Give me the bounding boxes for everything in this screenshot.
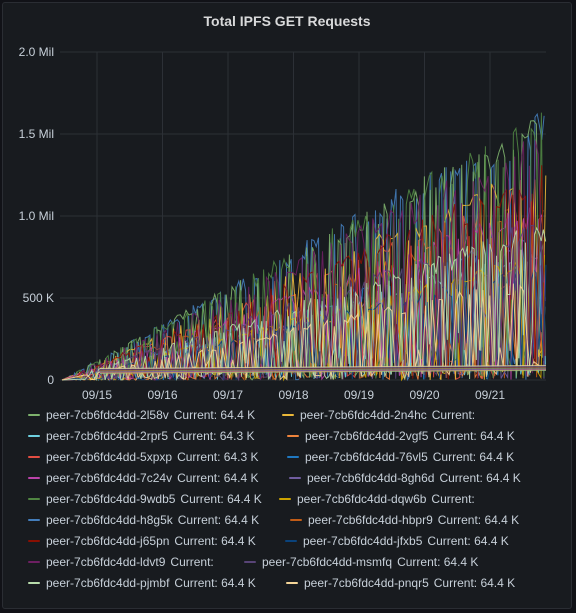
y-tick-label: 0 xyxy=(47,373,54,387)
legend-current-value: Current: 64.3 K xyxy=(173,429,255,443)
legend-swatch xyxy=(28,414,40,416)
legend-swatch xyxy=(290,519,302,521)
x-tick-label: 09/16 xyxy=(147,388,177,400)
legend-label: peer-7cb6fdc4dd-2vgf5 xyxy=(305,429,429,443)
legend-label: peer-7cb6fdc4dd-j65pn xyxy=(46,534,170,548)
y-tick-label: 1.0 Mil xyxy=(19,209,54,223)
x-tick-label: 09/19 xyxy=(344,388,374,400)
legend-current-value: Current: 64.4 K xyxy=(174,576,256,590)
legend-item[interactable]: peer-7cb6fdc4dd-9wdb5 Current: 64.4 K xyxy=(28,490,262,508)
legend-swatch xyxy=(287,435,299,437)
legend-label: peer-7cb6fdc4dd-2n4hc xyxy=(300,408,427,422)
legend-current-value: Current: 64.4 K xyxy=(437,513,520,527)
x-tick-label: 09/15 xyxy=(82,388,112,400)
y-tick-label: 500 K xyxy=(23,291,54,305)
legend-label: peer-7cb6fdc4dd-hbpr9 xyxy=(308,513,433,527)
series-line xyxy=(61,283,544,381)
legend-label: peer-7cb6fdc4dd-pjmbf xyxy=(46,576,170,590)
chart-title: Total IPFS GET Requests xyxy=(203,13,371,29)
legend-current-value: Current: 64.4 K xyxy=(397,555,479,569)
legend-current-value: Current: 64.4 K xyxy=(433,576,516,590)
x-tick-label: 09/20 xyxy=(409,388,439,400)
legend-item[interactable]: peer-7cb6fdc4dd-5xpxp Current: 64.3 K xyxy=(28,448,258,466)
legend-label: peer-7cb6fdc4dd-h8g5k xyxy=(46,513,173,527)
legend-swatch xyxy=(285,540,297,542)
legend-item[interactable]: peer-7cb6fdc4dd-2vgf5 Current: 64.4 K xyxy=(287,427,515,445)
legend-label: peer-7cb6fdc4dd-76vl5 xyxy=(305,450,428,464)
legend-current-value: Current: 64.4 K xyxy=(439,471,521,485)
legend-item[interactable]: peer-7cb6fdc4dd-dqw6b Current: xyxy=(279,490,475,508)
legend-swatch xyxy=(244,561,256,563)
legend-current-value: Current: xyxy=(170,555,214,569)
y-tick-label: 2.0 Mil xyxy=(19,45,54,59)
legend-swatch xyxy=(287,456,299,458)
legend-current-value: Current: xyxy=(431,492,475,506)
series-line xyxy=(61,165,546,381)
legend-item[interactable]: peer-7cb6fdc4dd-j65pn Current: 64.4 K xyxy=(28,532,256,550)
legend-swatch xyxy=(28,477,40,479)
legend-item[interactable]: peer-7cb6fdc4dd-pnqr5 Current: 64.4 K xyxy=(286,574,515,592)
x-tick-label: 09/18 xyxy=(278,388,308,400)
legend-item[interactable]: peer-7cb6fdc4dd-jfxb5 Current: 64.4 K xyxy=(285,532,509,550)
legend-swatch xyxy=(282,414,294,416)
legend-label: peer-7cb6fdc4dd-msmfq xyxy=(262,555,393,569)
legend-item[interactable]: peer-7cb6fdc4dd-hbpr9 Current: 64.4 K xyxy=(290,511,519,529)
plot-area: 0 500 K 1.0 Mil 1.5 Mil 2.0 Mil 09/15 09/16 09/… xyxy=(19,45,547,400)
legend-swatch xyxy=(28,498,40,500)
legend-current-value: Current: 64.4 K xyxy=(177,471,259,485)
legend-label: peer-7cb6fdc4dd-7c24v xyxy=(46,471,173,485)
legend-current-value: Current: 64.4 K xyxy=(177,513,260,527)
legend-swatch xyxy=(289,477,301,479)
legend-swatch xyxy=(28,561,40,563)
legend-item[interactable]: peer-7cb6fdc4dd-76vl5 Current: 64.4 K xyxy=(287,448,514,466)
legend-item[interactable]: peer-7cb6fdc4dd-8gh6d Current: 64.4 K xyxy=(289,469,521,487)
legend-item[interactable]: peer-7cb6fdc4dd-7c24v Current: 64.4 K xyxy=(28,469,258,487)
x-tick-label: 09/21 xyxy=(475,388,505,400)
legend-swatch xyxy=(28,519,40,521)
legend-swatch xyxy=(28,456,40,458)
legend-label: peer-7cb6fdc4dd-2rpr5 xyxy=(46,429,169,443)
legend-current-value: Current: xyxy=(431,408,476,422)
legend-label: peer-7cb6fdc4dd-5xpxp xyxy=(46,450,173,464)
legend-current-value: Current: 64.4 K xyxy=(432,450,515,464)
legend-swatch xyxy=(286,582,298,584)
legend-label: peer-7cb6fdc4dd-dqw6b xyxy=(297,492,427,506)
legend-current-value: Current: 64.4 K xyxy=(174,534,256,548)
legend-swatch xyxy=(28,435,40,437)
legend-item[interactable]: peer-7cb6fdc4dd-2l58v Current: 64.4 K xyxy=(28,406,255,424)
legend-current-value: Current: 64.4 K xyxy=(433,429,515,443)
legend-swatch xyxy=(28,582,40,584)
legend-label: peer-7cb6fdc4dd-2l58v xyxy=(46,408,169,422)
legend-current-value: Current: 64.4 K xyxy=(180,492,262,506)
legend-current-value: Current: 64.3 K xyxy=(177,450,259,464)
legend-label: peer-7cb6fdc4dd-jfxb5 xyxy=(303,534,423,548)
legend-item[interactable]: peer-7cb6fdc4dd-msmfq Current: 64.4 K xyxy=(244,553,478,571)
legend-item[interactable]: peer-7cb6fdc4dd-h8g5k Current: 64.4 K xyxy=(28,511,259,529)
legend-swatch xyxy=(279,498,291,500)
legend-item[interactable]: peer-7cb6fdc4dd-ldvt9 Current: xyxy=(28,553,214,571)
legend-item[interactable]: peer-7cb6fdc4dd-2n4hc Current: xyxy=(282,406,475,424)
legend-current-value: Current: 64.4 K xyxy=(173,408,256,422)
legend-item[interactable]: peer-7cb6fdc4dd-2rpr5 Current: 64.3 K xyxy=(28,427,254,445)
y-tick-label: 1.5 Mil xyxy=(19,127,54,141)
legend-label: peer-7cb6fdc4dd-9wdb5 xyxy=(46,492,176,506)
legend-label: peer-7cb6fdc4dd-pnqr5 xyxy=(304,576,429,590)
legend-current-value: Current: 64.4 K xyxy=(427,534,509,548)
series-baseline xyxy=(99,364,547,369)
x-tick-label: 09/17 xyxy=(213,388,243,400)
legend-swatch xyxy=(28,540,40,542)
legend-item[interactable]: peer-7cb6fdc4dd-pjmbf Current: 64.4 K xyxy=(28,574,256,592)
legend-label: peer-7cb6fdc4dd-ldvt9 xyxy=(46,555,166,569)
legend-label: peer-7cb6fdc4dd-8gh6d xyxy=(307,471,435,485)
